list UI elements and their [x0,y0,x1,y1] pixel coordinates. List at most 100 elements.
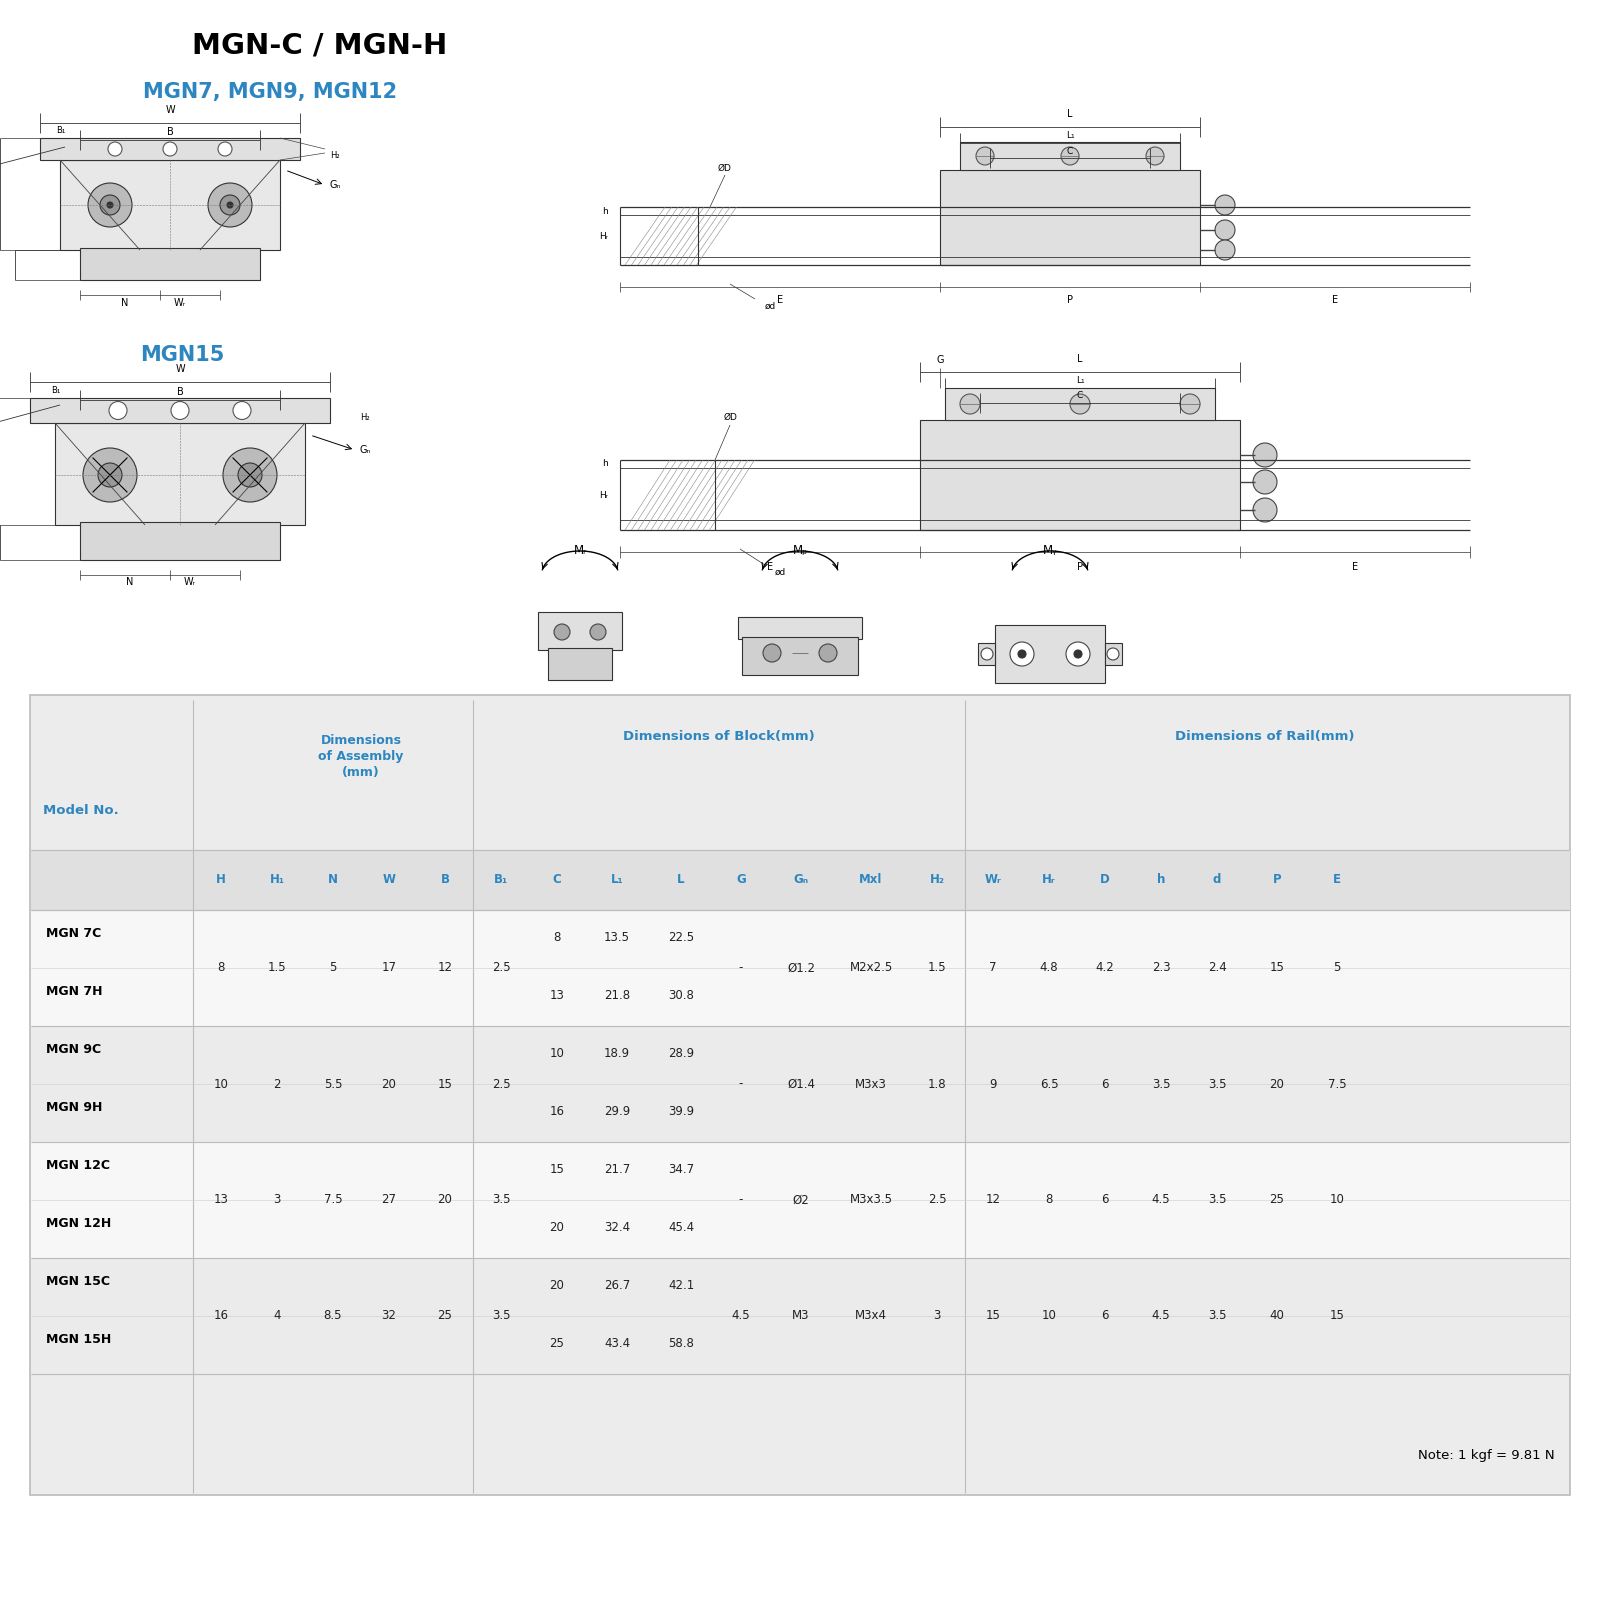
Text: Ø2: Ø2 [792,1194,810,1206]
Text: -: - [739,1077,742,1091]
Text: Gₙ: Gₙ [330,179,341,190]
Text: 13: 13 [213,1194,229,1206]
Text: 15: 15 [1269,962,1285,974]
Circle shape [1214,219,1235,240]
Text: MGN 15H: MGN 15H [46,1333,112,1346]
Text: 16: 16 [213,1309,229,1323]
Text: Wᵣ: Wᵣ [184,578,197,587]
Text: 15: 15 [437,1077,453,1091]
Text: H₂: H₂ [330,150,339,160]
Text: 8.5: 8.5 [323,1309,342,1323]
Circle shape [1074,650,1082,658]
Circle shape [83,448,138,502]
Text: 40: 40 [1269,1309,1285,1323]
Text: 7.5: 7.5 [1328,1077,1346,1091]
Text: Gₙ: Gₙ [360,445,371,454]
Text: 2.3: 2.3 [1152,962,1170,974]
Text: 29.9: 29.9 [603,1106,630,1118]
Text: Gₙ: Gₙ [794,874,808,886]
Bar [30,1142,1570,1258]
Text: MGN7, MGN9, MGN12: MGN7, MGN9, MGN12 [142,82,397,102]
Bar [742,637,858,675]
Circle shape [218,142,232,155]
Text: 8: 8 [554,931,560,944]
Text: 30.8: 30.8 [669,989,694,1002]
Circle shape [109,402,126,419]
Text: 3.5: 3.5 [1208,1194,1226,1206]
Text: H₂: H₂ [930,874,944,886]
Text: B₁: B₁ [56,126,66,134]
Text: 3.5: 3.5 [1208,1077,1226,1091]
Circle shape [219,195,240,214]
Text: 21.7: 21.7 [603,1163,630,1176]
Circle shape [554,624,570,640]
Circle shape [1107,648,1118,659]
Circle shape [976,147,994,165]
Text: 21.8: 21.8 [603,989,630,1002]
Bar [1106,643,1122,666]
Text: MGN 12C: MGN 12C [46,1158,110,1171]
Circle shape [234,402,251,419]
Text: 43.4: 43.4 [603,1338,630,1350]
Text: ØD: ØD [718,165,731,173]
Bar [40,138,301,160]
Text: B: B [440,874,450,886]
Text: N: N [126,578,134,587]
Text: 5: 5 [330,962,336,974]
Text: 28.9: 28.9 [667,1048,694,1061]
Bar [995,626,1106,683]
Text: Hᵣ: Hᵣ [1042,874,1056,886]
Text: 20: 20 [437,1194,453,1206]
Text: 4: 4 [274,1309,280,1323]
Circle shape [163,142,178,155]
Text: ød: ød [765,302,776,310]
Text: h: h [1157,874,1165,886]
Text: E: E [778,294,782,306]
Text: 58.8: 58.8 [669,1338,694,1350]
Circle shape [1146,147,1165,165]
Bar [978,643,995,666]
Text: W: W [174,365,186,374]
Text: 3.5: 3.5 [491,1309,510,1323]
Text: B₁: B₁ [51,386,61,395]
Text: L: L [1067,109,1072,118]
Text: 10: 10 [549,1048,565,1061]
Text: MGN 15C: MGN 15C [46,1275,110,1288]
Text: 20: 20 [381,1077,397,1091]
Text: M3x3: M3x3 [854,1077,886,1091]
Text: 6.5: 6.5 [1040,1077,1058,1091]
Text: P: P [1272,874,1282,886]
Text: 20: 20 [549,1221,565,1234]
Text: Dimensions
of Assembly
(mm): Dimensions of Assembly (mm) [318,734,403,779]
Text: C: C [552,874,562,886]
Text: 2: 2 [274,1077,280,1091]
Circle shape [208,182,253,227]
Text: MGN15: MGN15 [141,346,224,365]
Text: P: P [1077,562,1083,573]
Text: 4.5: 4.5 [1152,1309,1170,1323]
Circle shape [1253,498,1277,522]
Circle shape [1253,443,1277,467]
Text: 6: 6 [1101,1309,1109,1323]
Circle shape [171,402,189,419]
Circle shape [1061,147,1078,165]
Bar [80,522,280,560]
Text: 15: 15 [549,1163,565,1176]
Text: N: N [122,298,128,307]
Text: 25: 25 [1269,1194,1285,1206]
Text: h: h [602,206,608,216]
Circle shape [1181,394,1200,414]
Text: Mᵧ: Mᵧ [1043,544,1058,557]
Text: L₁: L₁ [1066,131,1074,141]
Text: M3: M3 [792,1309,810,1323]
Text: Mᵣ: Mᵣ [573,544,587,557]
Circle shape [981,648,994,659]
Circle shape [107,142,122,155]
Bar [30,1258,1570,1374]
Text: 27: 27 [381,1194,397,1206]
Text: 18.9: 18.9 [603,1048,630,1061]
Circle shape [819,643,837,662]
Bar [59,160,280,250]
Text: 5: 5 [1333,962,1341,974]
Text: 3.5: 3.5 [1152,1077,1170,1091]
